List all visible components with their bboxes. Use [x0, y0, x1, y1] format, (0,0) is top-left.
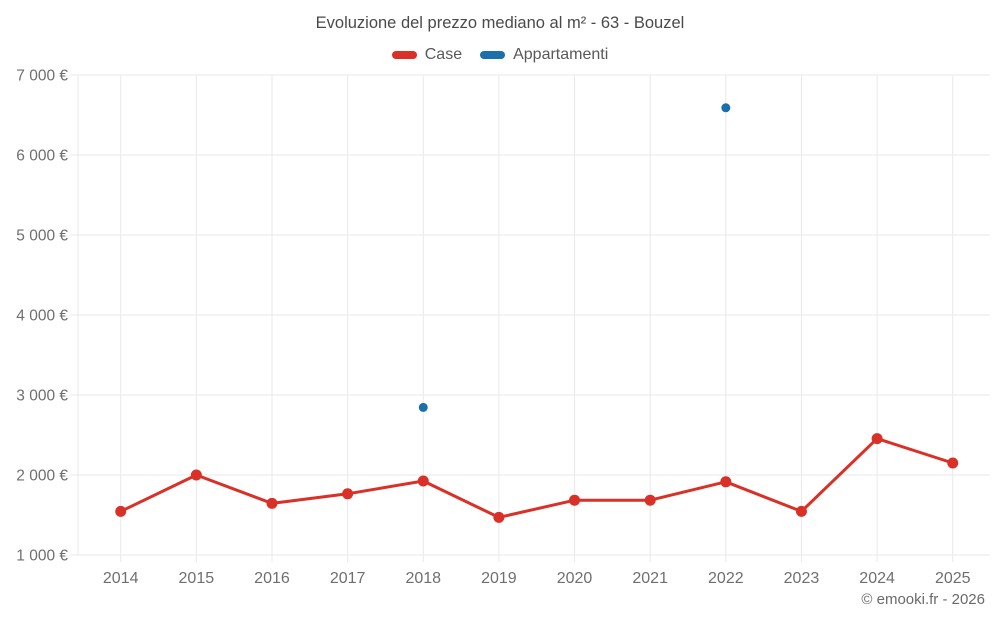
legend-item-appartamenti[interactable]: Appartamenti [480, 46, 608, 64]
legend-swatch-case-icon [391, 51, 417, 59]
legend-swatch-appartamenti-icon [480, 51, 506, 59]
svg-text:2025: 2025 [935, 570, 971, 587]
legend-label-case: Case [424, 46, 463, 63]
svg-text:2020: 2020 [557, 570, 593, 587]
svg-text:4 000 €: 4 000 € [16, 308, 68, 325]
svg-text:2022: 2022 [708, 570, 744, 587]
chart-legend: Case Appartamenti [0, 46, 1000, 64]
svg-text:2 000 €: 2 000 € [16, 468, 68, 485]
svg-text:2015: 2015 [179, 570, 215, 587]
svg-text:1 000 €: 1 000 € [16, 548, 68, 565]
svg-text:3 000 €: 3 000 € [16, 388, 68, 405]
svg-text:5 000 €: 5 000 € [16, 228, 68, 245]
svg-text:2019: 2019 [481, 570, 517, 587]
svg-text:7 000 €: 7 000 € [16, 68, 68, 85]
copyright-text: © emooki.fr - 2026 [861, 591, 985, 608]
svg-text:2023: 2023 [784, 570, 820, 587]
svg-text:2014: 2014 [103, 570, 139, 587]
legend-item-case[interactable]: Case [391, 46, 463, 64]
svg-text:2017: 2017 [330, 570, 366, 587]
svg-text:2018: 2018 [405, 570, 441, 587]
svg-text:2021: 2021 [632, 570, 668, 587]
chart-title: Evoluzione del prezzo mediano al m² - 63… [315, 14, 685, 32]
svg-text:6 000 €: 6 000 € [16, 148, 68, 165]
svg-text:2024: 2024 [859, 570, 895, 587]
legend-label-appartamenti: Appartamenti [513, 46, 609, 63]
svg-text:2016: 2016 [254, 570, 290, 587]
